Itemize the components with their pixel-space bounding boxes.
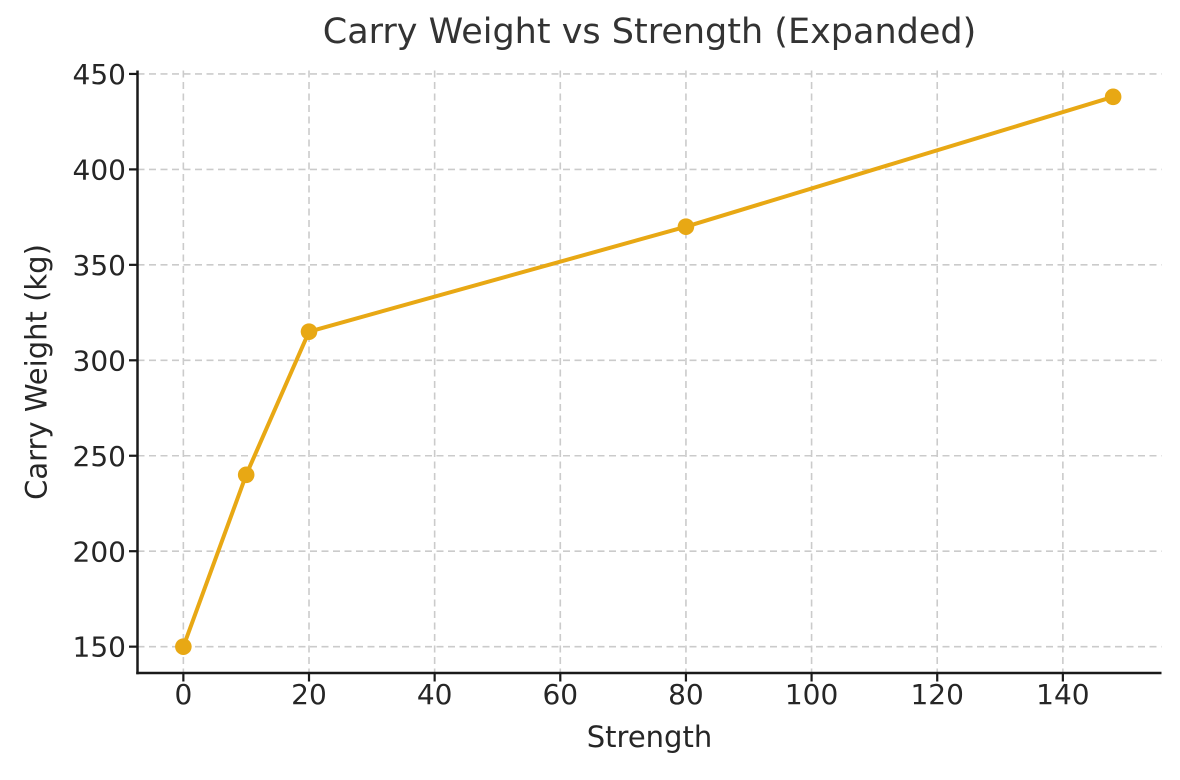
y-tick-label: 150 — [73, 631, 126, 664]
x-tick-label: 20 — [291, 678, 327, 711]
x-tick-label: 0 — [174, 678, 192, 711]
data-point-marker — [677, 218, 695, 235]
data-line — [181, 94, 1116, 649]
x-tick-label: 80 — [668, 678, 704, 711]
x-tick-label: 100 — [785, 678, 838, 711]
x-tick-label: 120 — [910, 678, 963, 711]
data-point-marker — [1104, 88, 1122, 106]
y-tick-label: 300 — [73, 344, 126, 377]
x-tick-label: 140 — [1036, 678, 1089, 711]
y-tick-label: 250 — [73, 440, 126, 473]
y-tick-label: 400 — [73, 153, 126, 186]
chart-title: Carry Weight vs Strength (Expanded) — [322, 12, 977, 52]
x-tick-label: 60 — [542, 678, 578, 711]
y-tick-label: 200 — [73, 535, 126, 568]
data-point-marker — [300, 323, 318, 340]
y-tick-label: 450 — [73, 58, 126, 91]
x-tick-label: 40 — [417, 678, 453, 711]
y-tick-label: 350 — [73, 249, 126, 282]
x-axis-label: Strength — [586, 720, 713, 754]
y-axis-label: Carry Weight (kg) — [19, 244, 54, 500]
data-point-marker — [237, 466, 255, 484]
data-point-marker — [175, 638, 192, 655]
